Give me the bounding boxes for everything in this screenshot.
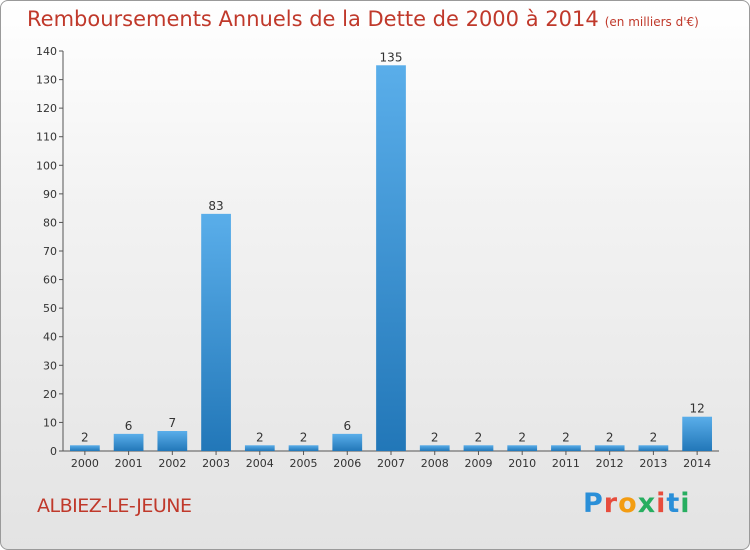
y-tick-label: 140: [36, 45, 57, 58]
bar-2008: [419, 445, 450, 451]
bar-2012: [594, 445, 625, 451]
x-tick-label: 2006: [333, 457, 361, 470]
bar-2003: [201, 213, 231, 451]
chart-title: Remboursements Annuels de la Dette de 20…: [27, 7, 699, 31]
chart-title-text: Remboursements Annuels de la Dette de 20…: [27, 7, 599, 31]
x-tick-label: 2009: [464, 457, 492, 470]
bar-value-label: 2: [256, 430, 264, 444]
y-tick-label: 80: [43, 216, 57, 229]
logo-letter: x: [637, 488, 657, 519]
x-tick-label: 2011: [552, 457, 580, 470]
bar-2001: [113, 433, 144, 451]
x-tick-label: 2014: [683, 457, 711, 470]
bar-value-label: 2: [606, 430, 614, 444]
x-tick-label: 2012: [596, 457, 624, 470]
x-tick-label: 2004: [246, 457, 274, 470]
logo-letter: r: [603, 488, 619, 519]
y-tick-label: 0: [50, 445, 57, 458]
logo-letter: o: [618, 488, 638, 519]
y-tick-label: 30: [43, 359, 57, 372]
x-tick-label: 2001: [115, 457, 143, 470]
bar-value-label: 12: [689, 402, 704, 416]
x-tick-label: 2013: [639, 457, 667, 470]
x-tick-label: 2010: [508, 457, 536, 470]
bar-value-label: 2: [431, 430, 439, 444]
bar-2002: [157, 431, 188, 451]
city-name: ALBIEZ-LE-JEUNE: [37, 495, 192, 517]
bar-2000: [69, 445, 100, 451]
y-tick-label: 90: [43, 188, 57, 201]
bar-2006: [332, 433, 363, 451]
y-tick-label: 100: [36, 159, 57, 172]
x-tick-label: 2008: [421, 457, 449, 470]
bar-value-label: 135: [380, 50, 403, 64]
y-tick-label: 10: [43, 416, 57, 429]
y-tick-label: 50: [43, 302, 57, 315]
bar-value-label: 2: [562, 430, 570, 444]
y-tick-label: 20: [43, 388, 57, 401]
y-tick-label: 70: [43, 245, 57, 258]
bar-value-label: 2: [650, 430, 658, 444]
logo-letter: i: [656, 488, 667, 519]
chart-subtitle: (en milliers d'€): [604, 15, 699, 29]
bar-value-label: 2: [518, 430, 526, 444]
bar-2010: [507, 445, 538, 451]
logo-letter: i: [680, 488, 691, 519]
bar-value-label: 7: [169, 416, 177, 430]
y-tick-label: 110: [36, 131, 57, 144]
bar-2013: [638, 445, 669, 451]
logo-letter: t: [666, 488, 681, 519]
y-tick-label: 120: [36, 102, 57, 115]
bar-value-label: 2: [475, 430, 483, 444]
bar-2014: [682, 416, 713, 451]
y-tick-label: 60: [43, 274, 57, 287]
x-tick-label: 2007: [377, 457, 405, 470]
bar-2004: [244, 445, 275, 451]
y-tick-label: 130: [36, 74, 57, 87]
x-tick-label: 2005: [290, 457, 318, 470]
x-tick-label: 2002: [158, 457, 186, 470]
bar-2005: [288, 445, 319, 451]
logo-letter: P: [583, 488, 604, 519]
bar-value-label: 83: [208, 199, 223, 213]
bar-2009: [463, 445, 494, 451]
bar-value-label: 6: [343, 419, 351, 433]
x-tick-label: 2003: [202, 457, 230, 470]
bar-2011: [551, 445, 581, 451]
bar-value-label: 2: [81, 430, 89, 444]
bar-2007: [376, 65, 406, 452]
y-tick-label: 40: [43, 331, 57, 344]
proxiti-logo: Proxiti: [583, 488, 691, 519]
bar-value-label: 6: [125, 419, 133, 433]
x-tick-label: 2000: [71, 457, 99, 470]
bar-value-label: 2: [300, 430, 308, 444]
